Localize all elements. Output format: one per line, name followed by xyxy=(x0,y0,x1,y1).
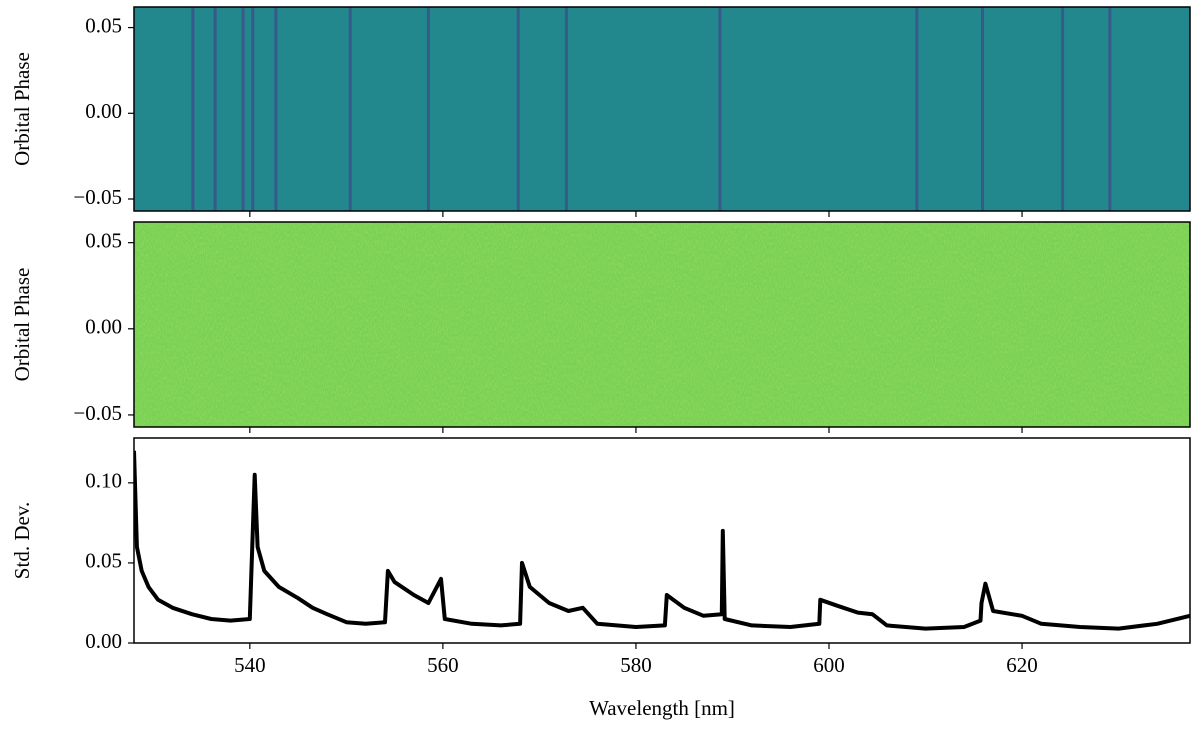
plot-frame xyxy=(133,221,1191,428)
x-tick-label: 540 xyxy=(234,653,266,677)
absorption-line xyxy=(274,7,278,211)
y-axis-label: Orbital Phase xyxy=(10,52,34,166)
y-tick-label: −0.05 xyxy=(73,185,122,209)
y-tick-label: 0.00 xyxy=(85,629,122,653)
heatmap-noise xyxy=(134,222,1190,427)
absorption-line xyxy=(915,7,919,211)
absorption-line xyxy=(348,7,352,211)
x-tick-label: 560 xyxy=(427,653,459,677)
absorption-line xyxy=(241,7,245,211)
y-tick-label: 0.05 xyxy=(85,549,122,573)
absorption-line xyxy=(213,7,217,211)
plot-frame xyxy=(133,6,1191,212)
y-axis-label: Std. Dev. xyxy=(10,502,34,579)
x-tick-label: 580 xyxy=(620,653,652,677)
x-tick-label: 620 xyxy=(1006,653,1038,677)
x-tick-label: 600 xyxy=(813,653,845,677)
absorption-line xyxy=(1061,7,1065,211)
y-tick-label: −0.05 xyxy=(73,401,122,425)
absorption-line xyxy=(718,7,722,211)
absorption-line xyxy=(516,7,520,211)
absorption-line xyxy=(251,7,255,211)
y-tick-label: 0.05 xyxy=(85,228,122,252)
heatmap xyxy=(134,7,1190,211)
plot-frame xyxy=(133,437,1191,644)
absorption-line xyxy=(191,7,195,211)
y-axis-label: Orbital Phase xyxy=(10,268,34,382)
y-tick-label: 0.00 xyxy=(85,99,122,123)
absorption-line xyxy=(1108,7,1112,211)
x-axis-label: Wavelength [nm] xyxy=(589,696,735,720)
y-tick-label: 0.00 xyxy=(85,315,122,339)
absorption-line xyxy=(426,7,430,211)
absorption-line xyxy=(980,7,984,211)
absorption-line xyxy=(564,7,568,211)
y-tick-label: 0.05 xyxy=(85,13,122,37)
y-tick-label: 0.10 xyxy=(85,469,122,493)
std-line xyxy=(134,450,1190,631)
